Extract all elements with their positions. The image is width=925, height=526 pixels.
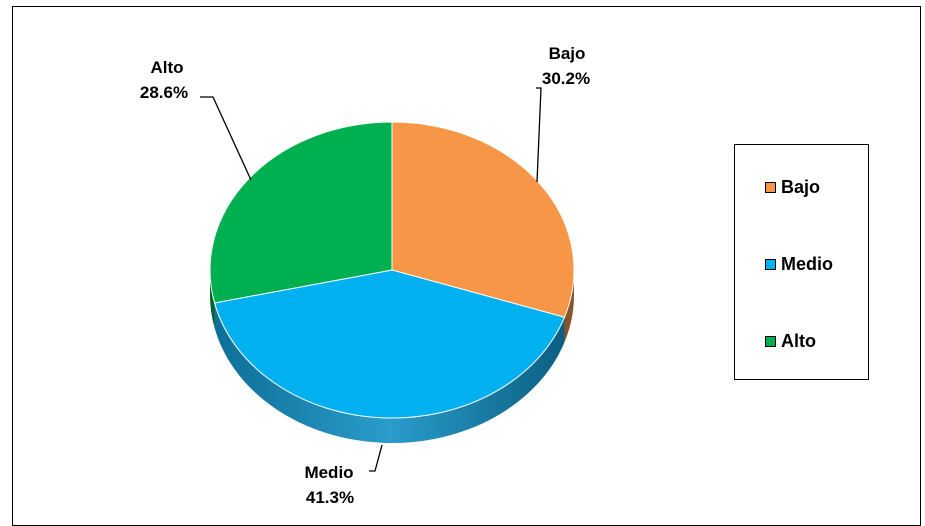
label-alto-name: Alto: [150, 58, 183, 77]
label-bajo-pct: 30.2%: [542, 69, 590, 88]
pie-chart: Bajo 30.2% Alto 28.6% Medio 41.3%: [140, 44, 590, 507]
side-bajo: [564, 270, 574, 343]
legend-swatch-medio: [765, 259, 776, 270]
pie-3d-sides: [210, 270, 574, 444]
legend-swatch-bajo: [765, 182, 776, 193]
slice-medio: [213, 269, 566, 419]
leader-line-medio: [369, 444, 383, 472]
legend-item-bajo: Bajo: [765, 177, 820, 198]
legend-item-alto: Alto: [765, 331, 816, 352]
label-alto-pct: 28.6%: [140, 83, 188, 102]
leader-line-bajo: [536, 87, 542, 183]
legend-item-medio: Medio: [765, 254, 833, 275]
slice-bajo: [391, 121, 575, 318]
leader-lines: [200, 87, 542, 472]
side-medio: [214, 302, 565, 444]
label-medio-name: Medio: [304, 463, 353, 482]
pie-slices: [209, 121, 575, 419]
legend: Bajo Medio Alto: [734, 144, 869, 380]
legend-label-alto: Alto: [781, 331, 816, 351]
legend-label-bajo: Bajo: [781, 177, 821, 197]
legend-label-medio: Medio: [781, 254, 833, 274]
side-alto: [210, 270, 215, 328]
label-medio-pct: 41.3%: [306, 488, 354, 507]
legend-swatch-alto: [765, 336, 776, 347]
leader-line-alto: [200, 96, 252, 181]
label-bajo-name: Bajo: [549, 44, 586, 63]
